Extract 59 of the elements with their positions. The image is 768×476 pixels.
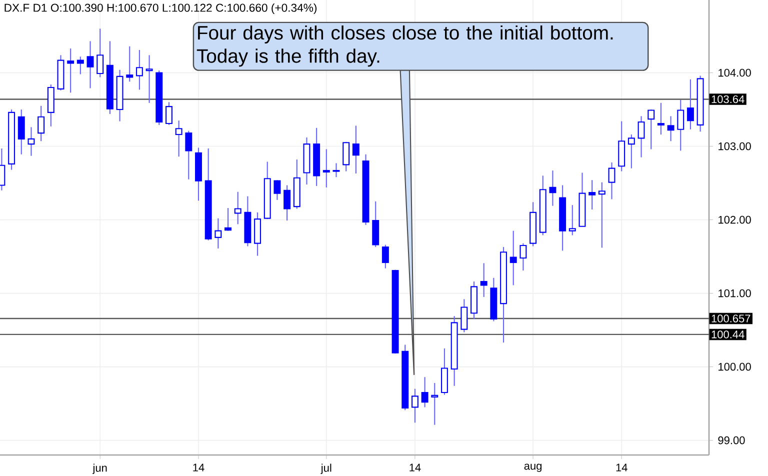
candlestick <box>480 262 488 298</box>
candlestick <box>214 218 222 249</box>
x-tick-label: 14 <box>616 464 628 472</box>
chart-title: DX.F D1 O:100.390 H:100.670 L:100.122 C:100.660 (+0.34%) <box>4 3 317 14</box>
annotation: Four days with closes close to the initial bottom. Today is the fifth day. <box>196 25 613 67</box>
candlestick <box>352 125 360 174</box>
y-tick-label: 104.00 <box>718 68 751 77</box>
candlestick <box>67 48 74 94</box>
candlestick <box>657 102 664 136</box>
candlestick <box>224 207 232 232</box>
ref-line-label: 100.657 <box>712 314 750 322</box>
y-tick-label: 100.00 <box>718 362 751 371</box>
candlestick <box>628 134 635 169</box>
candlestick <box>274 180 281 200</box>
candlestick <box>686 78 694 130</box>
candlestick <box>677 99 684 152</box>
candlestick <box>520 242 527 272</box>
candlestick <box>568 204 576 236</box>
candlestick <box>608 162 616 200</box>
x-tick-label: 14 <box>410 464 421 472</box>
candlestick <box>411 388 418 424</box>
x-tick-label: aug <box>524 464 542 472</box>
x-tick-label: jul <box>320 464 332 474</box>
candlestick <box>332 162 340 178</box>
y-tick-label: 99.00 <box>718 436 745 444</box>
candlestick <box>549 170 556 206</box>
candlestick <box>234 191 242 225</box>
candlestick <box>175 120 182 158</box>
candlestick <box>38 105 45 142</box>
x-tick-label: 14 <box>193 464 204 472</box>
ref-line-label: 103.64 <box>712 95 744 104</box>
candlestick <box>165 102 172 126</box>
y-tick-label: 102.00 <box>718 216 751 224</box>
candlestick <box>18 108 25 155</box>
y-tick-label: 101.00 <box>718 289 751 298</box>
candlestick <box>667 116 674 142</box>
candlestick <box>638 116 645 158</box>
x-tick-label: jun <box>92 464 107 474</box>
candlestick <box>146 54 153 104</box>
candlestick <box>598 182 606 248</box>
candlestick <box>342 141 350 172</box>
candlestick <box>322 148 330 188</box>
candlestick <box>185 130 192 180</box>
candlestick <box>648 108 655 150</box>
candlestick <box>431 382 438 426</box>
candlestick <box>136 49 143 90</box>
candlestick <box>76 56 84 75</box>
candlestick <box>126 46 134 82</box>
candlestick <box>510 230 517 286</box>
ref-line-label: 100.44 <box>712 330 744 338</box>
candlestick <box>460 298 468 333</box>
candlestick <box>421 376 428 408</box>
y-tick-label: 103.00 <box>718 142 751 150</box>
candlestick <box>382 244 389 269</box>
candlestick <box>284 184 291 222</box>
candlestick <box>28 126 35 156</box>
candlestick <box>588 180 596 210</box>
candlestick <box>96 28 104 78</box>
candlestick <box>86 40 94 89</box>
